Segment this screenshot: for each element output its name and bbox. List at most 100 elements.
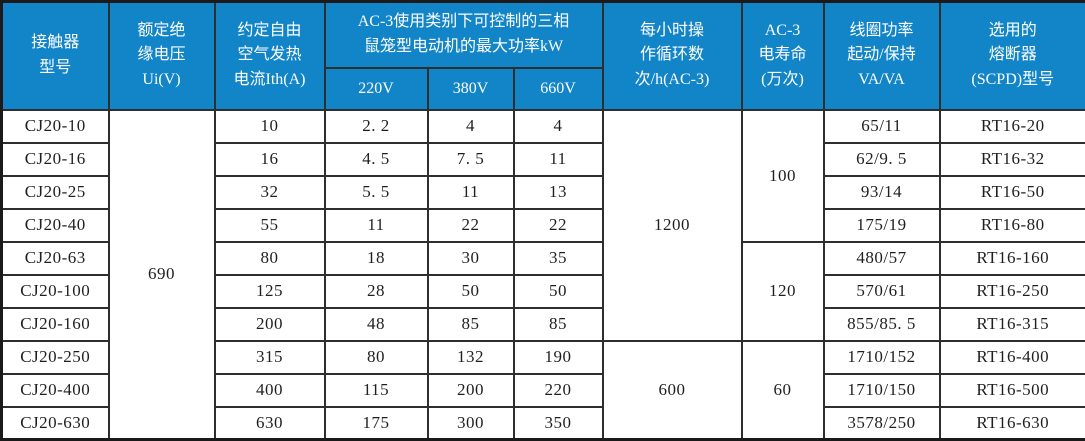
cell-ui-merged: 690 (109, 110, 215, 440)
cell-coil: 93/14 (824, 176, 940, 209)
header-model: 接触器 型号 (2, 2, 109, 110)
cell-cycles-merged: 1200 (603, 110, 742, 341)
header-model-line1: 接触器 (3, 31, 108, 56)
cell-kw380: 300 (428, 407, 514, 440)
cell-model: CJ20-25 (2, 176, 109, 209)
header-ith-line2: 空气发热 (216, 43, 324, 68)
cell-kw220: 18 (325, 242, 428, 275)
cell-kw380: 30 (428, 242, 514, 275)
cell-model: CJ20-250 (2, 341, 109, 374)
cell-fuse: RT16-630 (940, 407, 1085, 440)
cell-fuse: RT16-400 (940, 341, 1085, 374)
header-life-line2: 电寿命 (743, 43, 823, 68)
cell-kw380: 7. 5 (428, 143, 514, 176)
cell-coil: 570/61 (824, 275, 940, 308)
cell-kw220: 11 (325, 209, 428, 242)
cell-fuse: RT16-315 (940, 308, 1085, 341)
cell-coil: 65/11 (824, 110, 940, 143)
cell-kw220: 2. 2 (325, 110, 428, 143)
cell-kw660: 50 (514, 275, 603, 308)
header-fuse-line2: 熔断器 (941, 43, 1085, 68)
cell-fuse: RT16-20 (940, 110, 1085, 143)
cell-ith: 10 (215, 110, 325, 143)
cell-ith: 315 (215, 341, 325, 374)
cell-fuse: RT16-32 (940, 143, 1085, 176)
cell-kw660: 35 (514, 242, 603, 275)
header-cycles-line3: 次/h(AC-3) (604, 68, 741, 93)
cell-kw380: 11 (428, 176, 514, 209)
cell-ith: 400 (215, 374, 325, 407)
header-ith-line3: 电流Ith(A) (216, 68, 324, 93)
header-kw-380: 380V (428, 68, 514, 110)
cell-coil: 1710/150 (824, 374, 940, 407)
header-coil-line3: VA/VA (825, 68, 939, 93)
cell-kw660: 13 (514, 176, 603, 209)
cell-kw220: 80 (325, 341, 428, 374)
table-row: CJ20-10 690 10 2. 2 4 4 1200 100 65/11 R… (2, 110, 1085, 143)
cell-kw660: 4 (514, 110, 603, 143)
cell-model: CJ20-40 (2, 209, 109, 242)
cell-fuse: RT16-80 (940, 209, 1085, 242)
header-cycles-line2: 作循环数 (604, 43, 741, 68)
header-life: AC-3 电寿命 (万次) (742, 2, 824, 110)
cell-kw660: 220 (514, 374, 603, 407)
header-ith: 约定自由 空气发热 电流Ith(A) (215, 2, 325, 110)
cell-model: CJ20-630 (2, 407, 109, 440)
cell-life-merged: 100 (742, 110, 824, 242)
cell-cycles-merged: 600 (603, 341, 742, 440)
cell-model: CJ20-100 (2, 275, 109, 308)
header-ui-line2: 缘电压 (110, 43, 214, 68)
cell-kw220: 4. 5 (325, 143, 428, 176)
header-fuse-line3: (SCPD)型号 (941, 68, 1085, 93)
header-coil: 线圈功率 起动/保持 VA/VA (824, 2, 940, 110)
cell-fuse: RT16-500 (940, 374, 1085, 407)
cell-model: CJ20-10 (2, 110, 109, 143)
header-ui: 额定绝 缘电压 Ui(V) (109, 2, 215, 110)
header-kw-group-line1: AC-3使用类别下可控制的三相 (326, 10, 602, 35)
cell-kw220: 48 (325, 308, 428, 341)
header-kw-group-line2: 鼠笼型电动机的最大功率kW (326, 35, 602, 60)
header-life-line1: AC-3 (743, 19, 823, 44)
cell-fuse: RT16-250 (940, 275, 1085, 308)
cell-model: CJ20-16 (2, 143, 109, 176)
cell-kw660: 85 (514, 308, 603, 341)
cell-kw380: 50 (428, 275, 514, 308)
cell-coil: 1710/152 (824, 341, 940, 374)
cell-kw380: 4 (428, 110, 514, 143)
cell-kw380: 85 (428, 308, 514, 341)
cell-coil: 62/9. 5 (824, 143, 940, 176)
cell-kw220: 28 (325, 275, 428, 308)
cell-life-merged: 120 (742, 242, 824, 341)
cell-ith: 32 (215, 176, 325, 209)
header-kw-660: 660V (514, 68, 603, 110)
header-ui-line3: Ui(V) (110, 68, 214, 93)
cell-kw220: 175 (325, 407, 428, 440)
cell-ith: 55 (215, 209, 325, 242)
cell-kw660: 11 (514, 143, 603, 176)
cell-life-merged: 60 (742, 341, 824, 440)
header-coil-line1: 线圈功率 (825, 19, 939, 44)
header-fuse: 选用的 熔断器 (SCPD)型号 (940, 2, 1085, 110)
header-coil-line2: 起动/保持 (825, 43, 939, 68)
cell-coil: 3578/250 (824, 407, 940, 440)
header-model-line2: 型号 (3, 56, 108, 81)
cell-kw660: 190 (514, 341, 603, 374)
header-life-line3: (万次) (743, 68, 823, 93)
cell-kw380: 200 (428, 374, 514, 407)
cell-ith: 80 (215, 242, 325, 275)
cell-coil: 480/57 (824, 242, 940, 275)
cell-kw220: 115 (325, 374, 428, 407)
cell-kw660: 350 (514, 407, 603, 440)
header-cycles-line1: 每小时操 (604, 19, 741, 44)
header-kw-group: AC-3使用类别下可控制的三相 鼠笼型电动机的最大功率kW (325, 2, 603, 68)
cell-ith: 630 (215, 407, 325, 440)
cell-model: CJ20-160 (2, 308, 109, 341)
cell-ith: 200 (215, 308, 325, 341)
cell-coil: 175/19 (824, 209, 940, 242)
cell-kw380: 132 (428, 341, 514, 374)
cell-fuse: RT16-160 (940, 242, 1085, 275)
cell-model: CJ20-63 (2, 242, 109, 275)
header-ui-line1: 额定绝 (110, 19, 214, 44)
